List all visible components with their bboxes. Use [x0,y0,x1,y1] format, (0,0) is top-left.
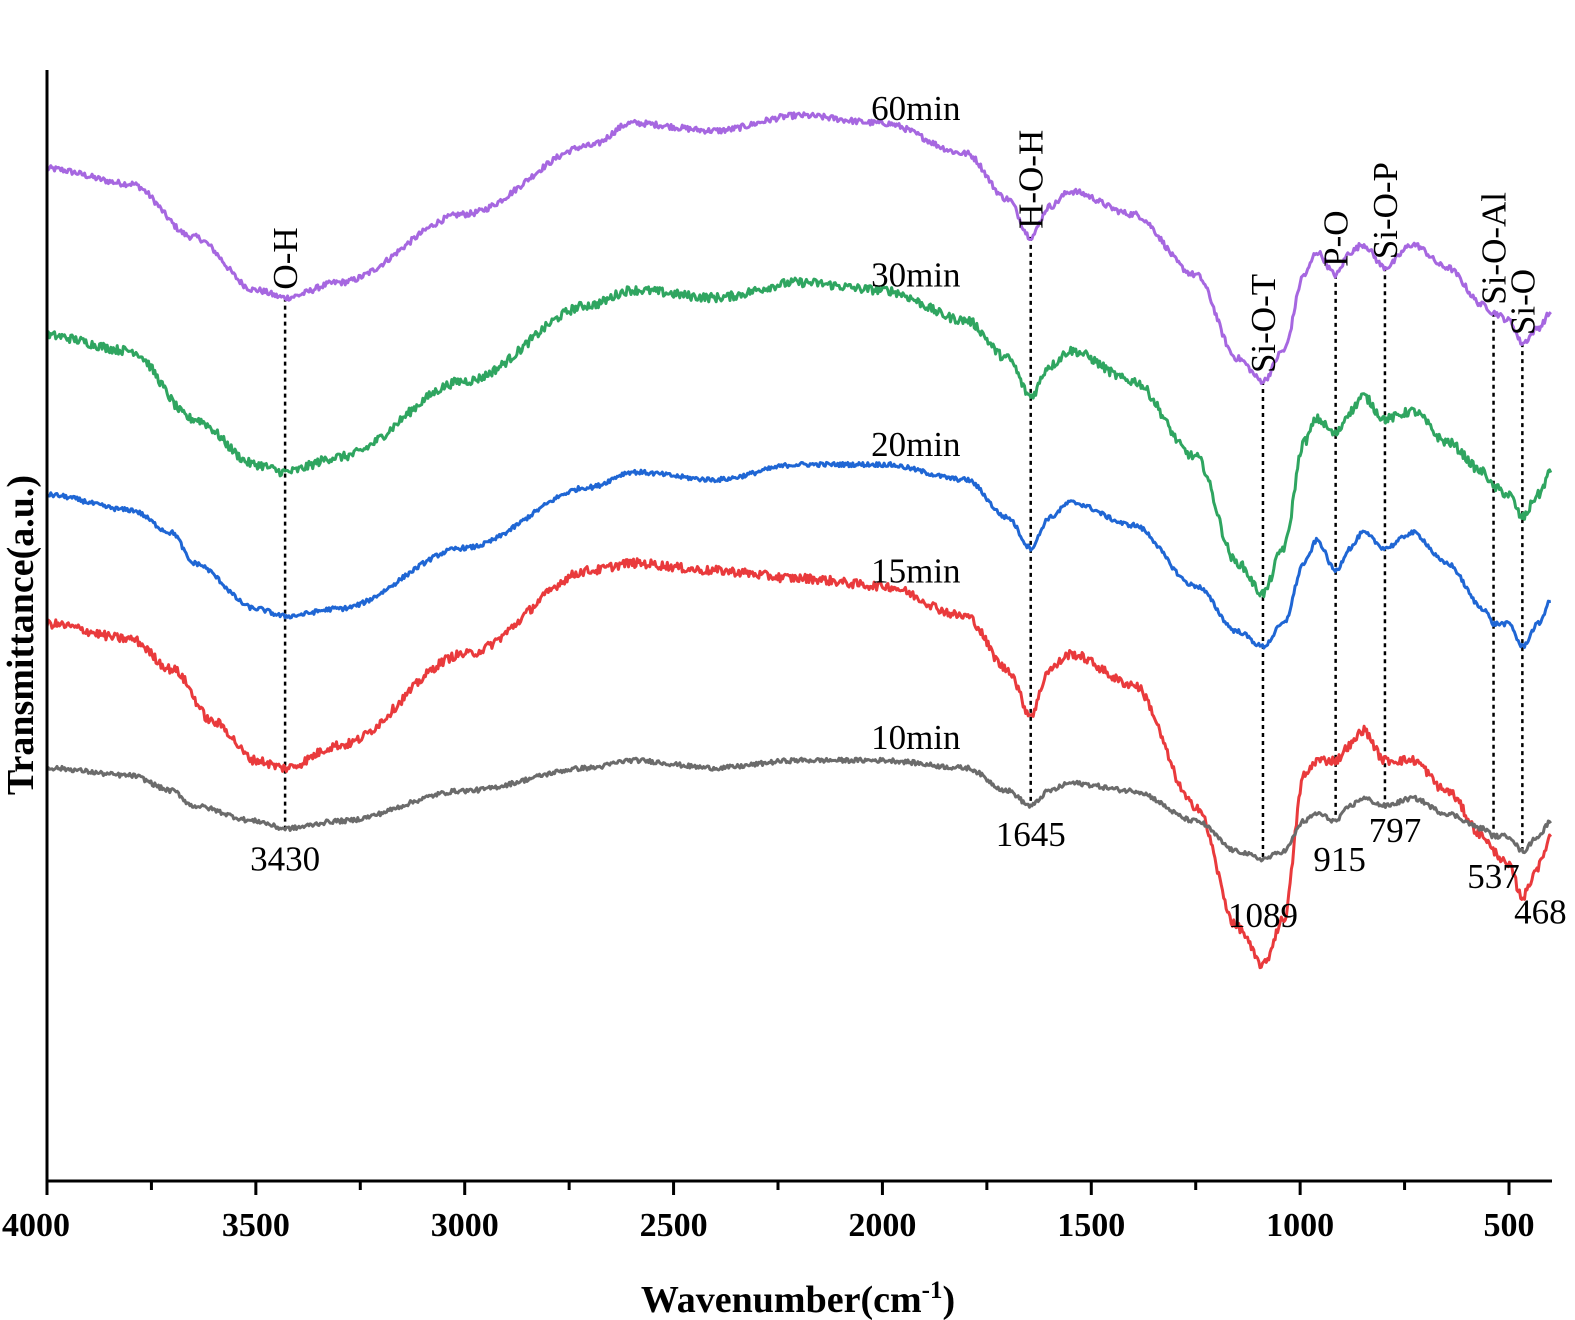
x-axis-ticks: 4000 3500 3000 2500 2000 1500 1000 500 [2,1181,1535,1244]
series-label-30min: 30min [871,256,960,295]
band-label-O-H: O-H [266,227,305,289]
band-label-Si-O-P: Si-O-P [1366,162,1405,259]
band-label-H-O-H: H-O-H [1012,130,1051,229]
x-tick-label: 3000 [431,1207,499,1244]
peak-label-1645: 1645 [996,815,1066,854]
peak-label-537: 537 [1467,857,1520,896]
series-label-60min: 60min [871,89,960,128]
x-tick-label: 2500 [640,1207,708,1244]
series-line-60min [45,111,1552,385]
x-tick-label: 1000 [1266,1207,1334,1244]
series-line-30min [45,276,1553,599]
series-label-15min: 15min [871,552,960,591]
peak-label-797: 797 [1369,811,1422,850]
y-axis-title: Transmittance(a.u.) [0,475,42,795]
x-tick-label: 1500 [1057,1207,1125,1244]
band-label-Si-O-T: Si-O-T [1244,274,1283,373]
series-line-15min [45,557,1553,970]
x-axis-title: Wavenumber(cm-1) [641,1277,955,1320]
x-tick-label: 3500 [222,1207,290,1244]
x-tick-label: 2000 [848,1207,916,1244]
peak-label-1089: 1089 [1228,896,1298,935]
x-tick-label: 500 [1484,1207,1535,1244]
peak-reference-lines [283,236,1524,859]
peak-label-468: 468 [1514,892,1567,931]
band-label-P-O: P-O [1317,210,1356,266]
band-label-Si-O: Si-O [1503,269,1542,335]
band-label-Si-O-Al: Si-O-Al [1475,192,1514,305]
series-label-20min: 20min [871,425,960,464]
series-label-10min: 10min [871,718,960,757]
peak-label-915: 915 [1313,840,1366,879]
peak-label-3430: 3430 [250,840,320,879]
series-line-20min [45,460,1552,650]
x-axis-title-superscript: -1 [922,1277,943,1304]
series-line-10min [45,756,1552,863]
series-labels: 60min 30min 20min 15min 10min [871,89,960,757]
series-lines [45,111,1553,970]
x-tick-label: 4000 [2,1207,70,1244]
